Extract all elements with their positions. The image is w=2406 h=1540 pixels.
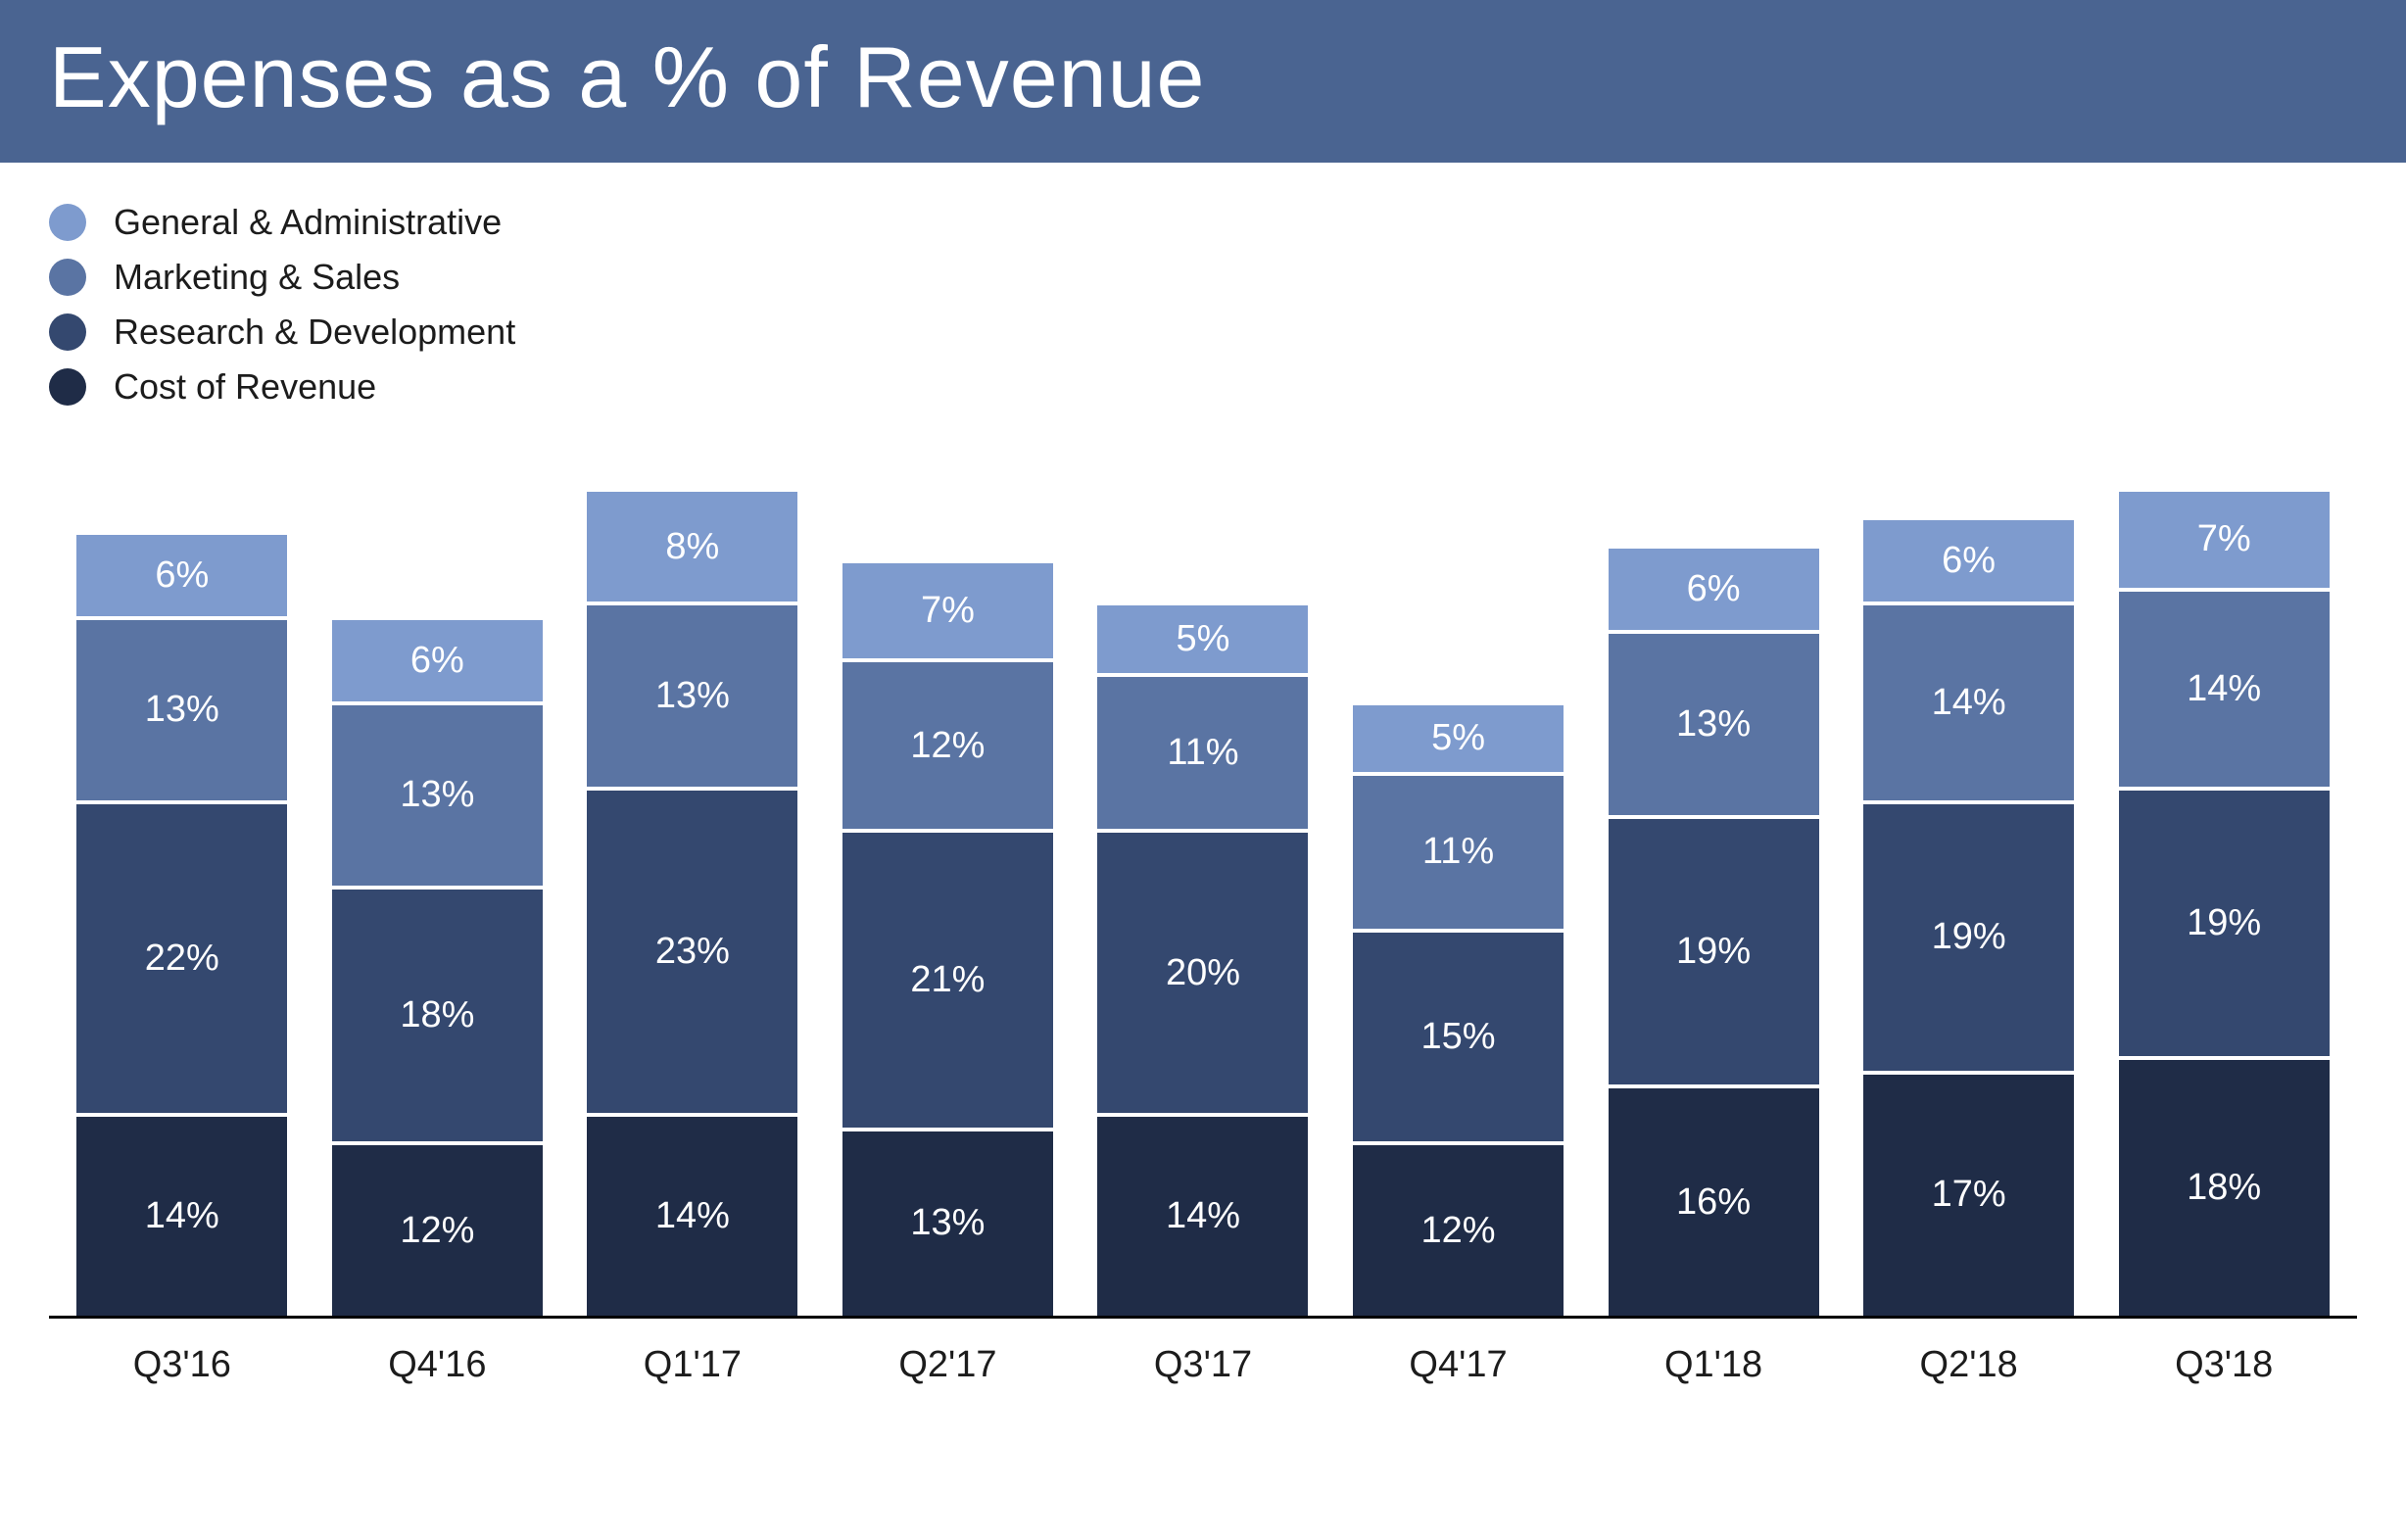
legend-label: Research & Development: [114, 312, 515, 353]
bar-segment: 14%: [76, 1117, 287, 1316]
bar-segment: 14%: [1863, 605, 2074, 804]
bar-segment: 8%: [587, 492, 797, 605]
bar-segment: 13%: [587, 605, 797, 791]
bar-column: 18%19%14%7%: [2110, 492, 2337, 1316]
stacked-bar: 12%18%13%6%: [332, 620, 543, 1317]
x-axis-label: Q3'17: [1089, 1344, 1317, 1386]
stacked-bar: 14%22%13%6%: [76, 535, 287, 1317]
bar-segment: 13%: [1609, 634, 1819, 819]
bar-segment: 13%: [842, 1131, 1053, 1317]
bar-column: 12%18%13%6%: [324, 620, 552, 1317]
stacked-bar: 14%20%11%5%: [1097, 605, 1308, 1316]
x-axis-label: Q3'16: [69, 1344, 296, 1386]
stacked-bar: 17%19%14%6%: [1863, 520, 2074, 1316]
bar-segment: 11%: [1353, 776, 1564, 933]
chart-wrap: 14%22%13%6%12%18%13%6%14%23%13%8%13%21%1…: [49, 457, 2357, 1386]
bar-column: 14%22%13%6%: [69, 535, 296, 1317]
bar-segment: 20%: [1097, 833, 1308, 1117]
bar-segment: 15%: [1353, 933, 1564, 1146]
bar-segment: 19%: [1863, 804, 2074, 1075]
slide-content: General & Administrative Marketing & Sale…: [0, 163, 2406, 1386]
bar-column: 13%21%12%7%: [835, 563, 1062, 1317]
bar-column: 16%19%13%6%: [1600, 549, 1827, 1316]
bar-segment: 22%: [76, 804, 287, 1117]
bar-segment: 14%: [1097, 1117, 1308, 1316]
stacked-bar: 18%19%14%7%: [2119, 492, 2330, 1316]
legend-label: General & Administrative: [114, 202, 502, 243]
bar-segment: 21%: [842, 833, 1053, 1131]
legend-swatch: [49, 313, 86, 351]
bar-segment: 18%: [2119, 1060, 2330, 1316]
bar-segment: 12%: [842, 662, 1053, 833]
x-axis-label: Q4'17: [1345, 1344, 1572, 1386]
bar-segment: 23%: [587, 791, 797, 1118]
bar-segment: 12%: [1353, 1145, 1564, 1316]
bar-segment: 14%: [587, 1117, 797, 1316]
bar-segment: 11%: [1097, 677, 1308, 834]
chart-x-axis: Q3'16 Q4'16 Q1'17 Q2'17 Q3'17 Q4'17 Q1'18 Q2'18…: [49, 1319, 2357, 1386]
x-axis-label: Q3'18: [2110, 1344, 2337, 1386]
bar-segment: 7%: [2119, 492, 2330, 592]
bar-segment: 17%: [1863, 1075, 2074, 1317]
legend-swatch: [49, 204, 86, 241]
bar-segment: 16%: [1609, 1088, 1819, 1316]
bar-segment: 5%: [1353, 705, 1564, 777]
x-axis-label: Q2'17: [835, 1344, 1062, 1386]
chart-area: 14%22%13%6%12%18%13%6%14%23%13%8%13%21%1…: [49, 457, 2357, 1319]
x-axis-label: Q1'18: [1600, 1344, 1827, 1386]
bar-column: 17%19%14%6%: [1855, 520, 2083, 1316]
stacked-bar: 16%19%13%6%: [1609, 549, 1819, 1316]
bar-segment: 12%: [332, 1145, 543, 1316]
stacked-bar: 14%23%13%8%: [587, 492, 797, 1316]
bar-segment: 13%: [332, 705, 543, 890]
x-axis-label: Q2'18: [1855, 1344, 2083, 1386]
chart-legend: General & Administrative Marketing & Sale…: [49, 202, 2357, 408]
legend-swatch: [49, 368, 86, 406]
bar-segment: 6%: [1609, 549, 1819, 634]
bar-column: 14%23%13%8%: [579, 492, 806, 1316]
bar-column: 12%15%11%5%: [1345, 705, 1572, 1317]
legend-label: Cost of Revenue: [114, 366, 376, 408]
legend-swatch: [49, 259, 86, 296]
legend-item: General & Administrative: [49, 202, 2357, 243]
bar-segment: 18%: [332, 890, 543, 1145]
slide-title: Expenses as a % of Revenue: [49, 28, 1205, 125]
legend-label: Marketing & Sales: [114, 257, 400, 298]
stacked-bar: 13%21%12%7%: [842, 563, 1053, 1317]
legend-item: Cost of Revenue: [49, 366, 2357, 408]
bar-segment: 6%: [1863, 520, 2074, 605]
bar-segment: 6%: [76, 535, 287, 620]
bar-segment: 13%: [76, 620, 287, 805]
bar-segment: 19%: [1609, 819, 1819, 1089]
slide-title-bar: Expenses as a % of Revenue: [0, 0, 2406, 163]
bar-segment: 6%: [332, 620, 543, 705]
legend-item: Marketing & Sales: [49, 257, 2357, 298]
x-axis-label: Q1'17: [579, 1344, 806, 1386]
bar-segment: 5%: [1097, 605, 1308, 677]
legend-item: Research & Development: [49, 312, 2357, 353]
stacked-bar: 12%15%11%5%: [1353, 705, 1564, 1317]
bar-segment: 7%: [842, 563, 1053, 663]
bar-column: 14%20%11%5%: [1089, 605, 1317, 1316]
x-axis-label: Q4'16: [324, 1344, 552, 1386]
bar-segment: 19%: [2119, 791, 2330, 1061]
bar-segment: 14%: [2119, 592, 2330, 791]
